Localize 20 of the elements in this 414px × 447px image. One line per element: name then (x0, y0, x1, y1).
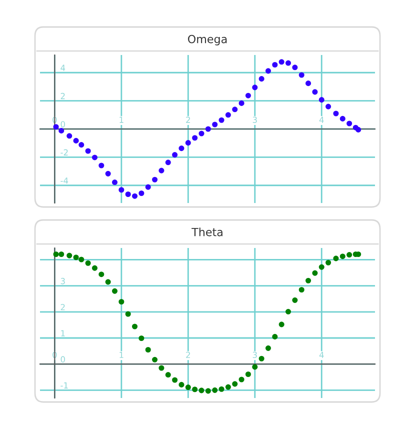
y-tick-label: 4 (60, 64, 66, 71)
y-tick-label: -4 (60, 178, 68, 184)
y-tick-label: 0 (60, 121, 65, 128)
x-tick-label: 2 (186, 116, 190, 123)
y-tick-label: 1 (61, 330, 65, 336)
x-tick-label: 1 (120, 352, 124, 358)
y-tick-label: 0 (60, 356, 65, 362)
x-tick-label: 2 (186, 352, 190, 358)
x-tick-label: 1 (120, 116, 124, 123)
y-tick-label: 2 (60, 92, 65, 100)
y-tick-label: -1 (60, 382, 68, 388)
x-tick-label: 4 (319, 116, 324, 123)
x-tick-label: 4 (319, 352, 324, 358)
y-tick-label: -2 (60, 149, 68, 156)
y-tick-label: 3 (60, 278, 65, 284)
x-tick-label: 3 (252, 116, 257, 123)
y-tick-label: 2 (60, 304, 65, 310)
chart-title: Omega (188, 34, 227, 46)
chart-title: Theta (192, 228, 222, 236)
x-tick-label: 3 (252, 352, 257, 358)
